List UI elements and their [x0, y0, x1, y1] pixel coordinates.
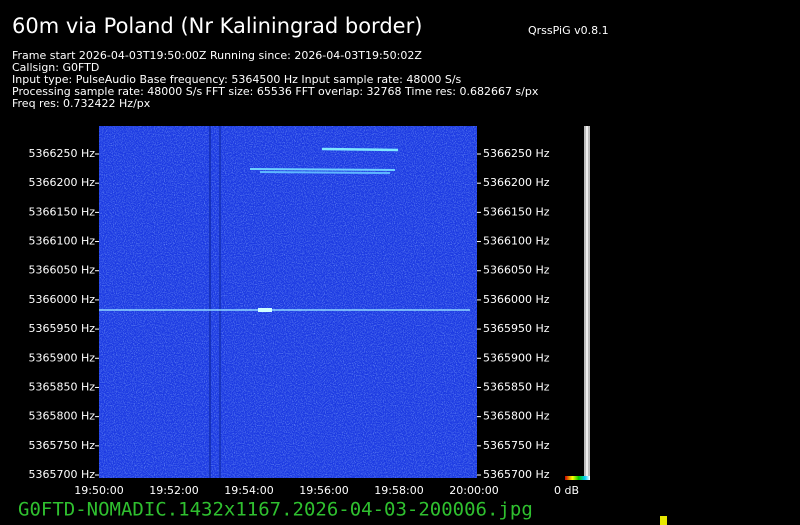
time-label: 19:52:00: [149, 484, 198, 497]
time-label: 19:50:00: [74, 484, 123, 497]
frequency-label: 5366200 Hz: [483, 176, 550, 189]
frequency-label: 5365850 Hz: [28, 380, 95, 393]
title: 60m via Poland (Nr Kaliningrad border): [12, 14, 422, 38]
level-scale: [565, 126, 590, 480]
info-line: Callsign: G0FTD: [12, 61, 99, 74]
frequency-label: 5365900 Hz: [483, 351, 550, 364]
version: QrssPiG v0.8.1: [528, 24, 609, 37]
frequency-label: 5366250 Hz: [28, 147, 95, 160]
frequency-label: 5366000 Hz: [28, 293, 95, 306]
waterfall: [99, 126, 477, 478]
frequency-label: 5366000 Hz: [483, 293, 550, 306]
info-line: Processing sample rate: 48000 S/s FFT si…: [12, 85, 539, 98]
scale-label: 0 dB: [554, 484, 579, 497]
time-label: 19:54:00: [224, 484, 273, 497]
frequency-label: 5366050 Hz: [483, 264, 550, 277]
frequency-label: 5366150 Hz: [483, 205, 550, 218]
filename: G0FTD-NOMADIC.1432x1167.2026-04-03-20000…: [18, 499, 533, 521]
time-label: 20:00:00: [449, 484, 498, 497]
frequency-label: 5365800 Hz: [483, 410, 550, 423]
time-label: 19:56:00: [299, 484, 348, 497]
frequency-label: 5365700 Hz: [483, 468, 550, 481]
info-line: Freq res: 0.732422 Hz/px: [12, 97, 151, 110]
frequency-label: 5365750 Hz: [483, 439, 550, 452]
frequency-label: 5366200 Hz: [28, 176, 95, 189]
frequency-label: 5365700 Hz: [28, 468, 95, 481]
info-line: Frame start 2026-04-03T19:50:00Z Running…: [12, 49, 422, 62]
info-line: Input type: PulseAudio Base frequency: 5…: [12, 73, 462, 86]
frequency-label: 5366150 Hz: [28, 205, 95, 218]
frequency-label: 5366250 Hz: [483, 147, 550, 160]
frequency-label: 5366100 Hz: [28, 235, 95, 248]
frequency-label: 5365950 Hz: [28, 322, 95, 335]
frequency-label: 5365950 Hz: [483, 322, 550, 335]
cursor: [660, 516, 667, 525]
frequency-label: 5365800 Hz: [28, 410, 95, 423]
time-label: 19:58:00: [374, 484, 423, 497]
frequency-label: 5366100 Hz: [483, 235, 550, 248]
frequency-label: 5365850 Hz: [483, 380, 550, 393]
frequency-label: 5365900 Hz: [28, 351, 95, 364]
frequency-label: 5365750 Hz: [28, 439, 95, 452]
frequency-label: 5366050 Hz: [28, 264, 95, 277]
